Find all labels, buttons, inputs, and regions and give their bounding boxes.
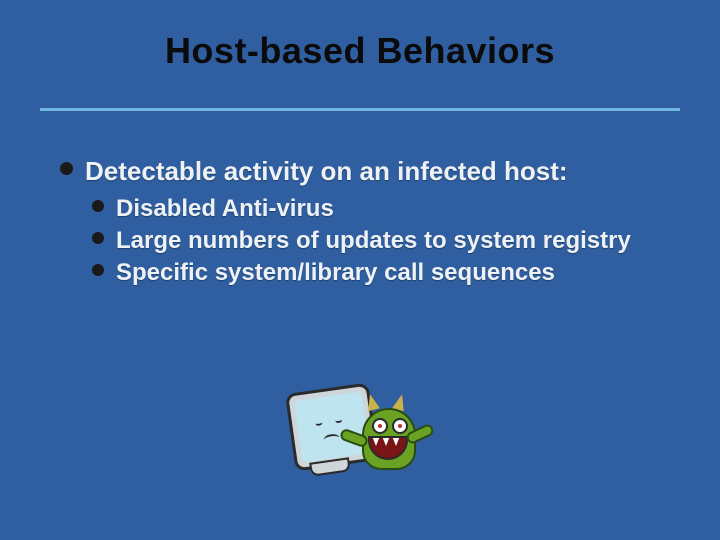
- pupil-icon: [378, 424, 382, 428]
- bullet-icon: [92, 232, 104, 244]
- bullet-level2: Large numbers of updates to system regis…: [92, 226, 660, 256]
- pupil-icon: [398, 424, 402, 428]
- bullet-level2: Specific system/library call sequences: [92, 258, 660, 288]
- title-divider: [40, 108, 680, 111]
- bullet-l1-text: Detectable activity on an infected host:: [85, 155, 568, 188]
- face-eye-icon: [315, 419, 323, 426]
- clipart-virus-monster: [280, 370, 430, 490]
- body-content: Detectable activity on an infected host:…: [60, 155, 660, 290]
- bullet-level1: Detectable activity on an infected host:: [60, 155, 660, 188]
- bullet-l2-text: Specific system/library call sequences: [116, 258, 555, 288]
- tooth-icon: [382, 436, 390, 446]
- tooth-icon: [392, 436, 400, 446]
- bullet-level2: Disabled Anti-virus: [92, 194, 660, 224]
- bullet-l2-text: Disabled Anti-virus: [116, 194, 334, 224]
- face-eye-icon: [335, 417, 343, 424]
- horn-icon: [364, 393, 380, 412]
- bullet-icon: [92, 200, 104, 212]
- bullet-icon: [60, 162, 73, 175]
- tooth-icon: [372, 436, 380, 446]
- monster-eye-icon: [372, 418, 388, 434]
- monster-icon: [352, 380, 422, 480]
- bullet-l2-text: Large numbers of updates to system regis…: [116, 226, 631, 256]
- monster-eye-icon: [392, 418, 408, 434]
- bullet-icon: [92, 264, 104, 276]
- slide-title: Host-based Behaviors: [0, 30, 720, 72]
- slide: Host-based Behaviors Detectable activity…: [0, 0, 720, 540]
- face-mouth-icon: [323, 433, 340, 445]
